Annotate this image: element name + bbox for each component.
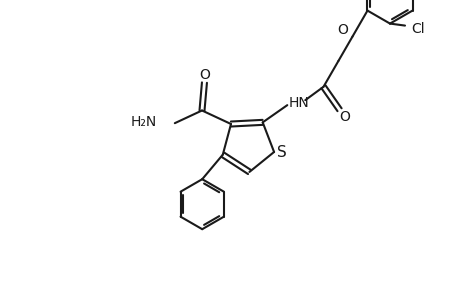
Text: HN: HN: [288, 96, 309, 110]
Text: H₂N: H₂N: [130, 115, 157, 129]
Text: O: O: [338, 110, 349, 124]
Text: S: S: [277, 146, 286, 160]
Text: Cl: Cl: [410, 22, 424, 36]
Text: O: O: [199, 68, 209, 82]
Text: O: O: [336, 22, 347, 37]
